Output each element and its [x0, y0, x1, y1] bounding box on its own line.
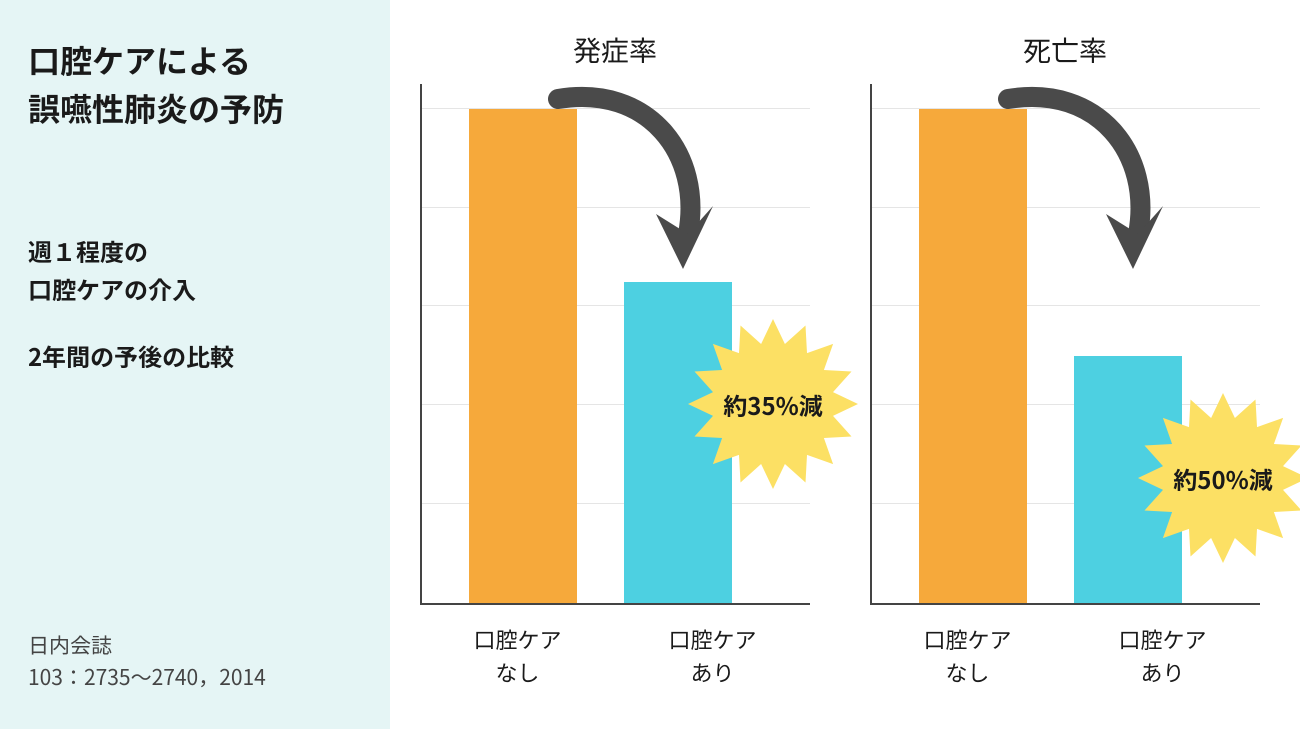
curved-arrow-icon	[538, 74, 728, 289]
chart-0: 発症率約35%減口腔ケアなし口腔ケアあり	[420, 30, 810, 689]
chart-area: 発症率約35%減口腔ケアなし口腔ケアあり死亡率約50%減口腔ケアなし口腔ケアあり	[390, 0, 1300, 729]
chart-plot: 約50%減	[870, 84, 1260, 605]
title-line2: 誤嚥性肺炎の予防	[28, 85, 284, 131]
desc1-line2: 口腔ケアの介入	[28, 271, 196, 306]
chart-title: 発症率	[420, 30, 810, 70]
description-2: 2年間の予後の比較	[28, 337, 362, 375]
x-axis-labels: 口腔ケアなし口腔ケアあり	[420, 623, 810, 689]
x-axis-label: 口腔ケアあり	[615, 623, 810, 689]
charts-container: 発症率約35%減口腔ケアなし口腔ケアあり死亡率約50%減口腔ケアなし口腔ケアあり	[420, 30, 1260, 689]
sidebar: 口腔ケアによる 誤嚥性肺炎の予防 週１程度の 口腔ケアの介入 2年間の予後の比較…	[0, 0, 390, 729]
chart-1: 死亡率約50%減口腔ケアなし口腔ケアあり	[870, 30, 1260, 689]
curved-arrow-icon	[988, 74, 1178, 289]
reduction-label: 約50%減	[1173, 461, 1272, 496]
x-axis-label: 口腔ケアあり	[1065, 623, 1260, 689]
description-1: 週１程度の 口腔ケアの介入	[28, 232, 362, 309]
reduction-badge: 約50%減	[1138, 393, 1300, 563]
x-axis-labels: 口腔ケアなし口腔ケアあり	[870, 623, 1260, 689]
chart-plot: 約35%減	[420, 84, 810, 605]
citation-line2: 103：2735〜2740，2014	[28, 662, 266, 692]
x-axis-label: 口腔ケアなし	[870, 623, 1065, 689]
x-axis-label: 口腔ケアなし	[420, 623, 615, 689]
reduction-label: 約35%減	[723, 387, 822, 422]
chart-title: 死亡率	[870, 30, 1260, 70]
page-title: 口腔ケアによる 誤嚥性肺炎の予防	[28, 36, 362, 132]
title-line1: 口腔ケアによる	[28, 37, 251, 83]
citation-line1: 日内会誌	[28, 630, 112, 660]
citation: 日内会誌 103：2735〜2740，2014	[28, 630, 362, 693]
desc1-line1: 週１程度の	[28, 233, 148, 268]
reduction-badge: 約35%減	[688, 319, 858, 489]
